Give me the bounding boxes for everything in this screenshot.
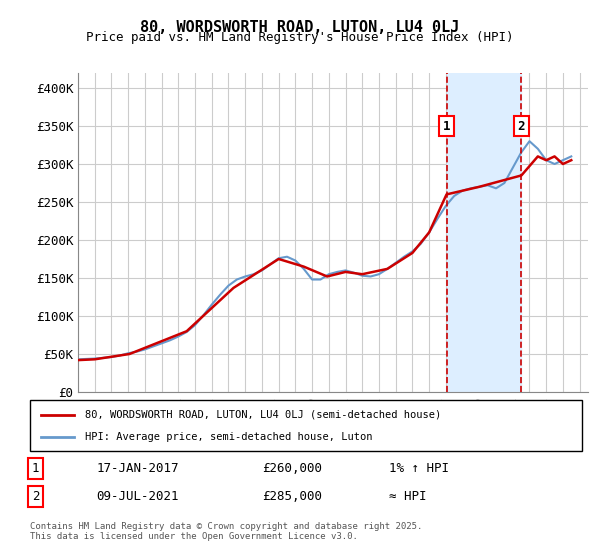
Text: 09-JUL-2021: 09-JUL-2021 bbox=[96, 490, 179, 503]
Text: £285,000: £285,000 bbox=[262, 490, 322, 503]
Text: 1% ↑ HPI: 1% ↑ HPI bbox=[389, 462, 449, 475]
Text: 80, WORDSWORTH ROAD, LUTON, LU4 0LJ: 80, WORDSWORTH ROAD, LUTON, LU4 0LJ bbox=[140, 20, 460, 35]
FancyBboxPatch shape bbox=[30, 400, 582, 451]
Text: 17-JAN-2017: 17-JAN-2017 bbox=[96, 462, 179, 475]
Text: ≈ HPI: ≈ HPI bbox=[389, 490, 426, 503]
Text: 1: 1 bbox=[443, 119, 450, 133]
Bar bbox=[446, 73, 521, 392]
Text: £260,000: £260,000 bbox=[262, 462, 322, 475]
Text: 2: 2 bbox=[32, 490, 39, 503]
Text: 2: 2 bbox=[518, 119, 525, 133]
Text: Price paid vs. HM Land Registry's House Price Index (HPI): Price paid vs. HM Land Registry's House … bbox=[86, 31, 514, 44]
Text: HPI: Average price, semi-detached house, Luton: HPI: Average price, semi-detached house,… bbox=[85, 432, 373, 442]
Text: 1: 1 bbox=[32, 462, 39, 475]
Text: 80, WORDSWORTH ROAD, LUTON, LU4 0LJ (semi-detached house): 80, WORDSWORTH ROAD, LUTON, LU4 0LJ (sem… bbox=[85, 409, 442, 419]
Text: Contains HM Land Registry data © Crown copyright and database right 2025.
This d: Contains HM Land Registry data © Crown c… bbox=[30, 522, 422, 542]
